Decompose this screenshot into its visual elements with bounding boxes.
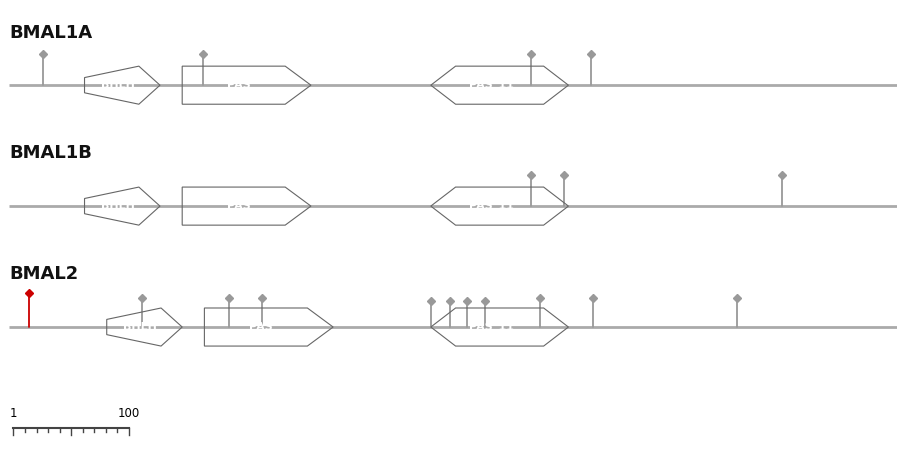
Text: 1: 1	[10, 407, 17, 420]
Text: PAS: PAS	[227, 80, 251, 90]
Text: BHLH: BHLH	[123, 322, 157, 332]
Text: PAS_11: PAS_11	[469, 322, 514, 332]
Text: 100: 100	[118, 407, 140, 420]
Text: BMAL2: BMAL2	[9, 266, 78, 283]
Text: PAS: PAS	[227, 201, 251, 211]
Text: BMAL1B: BMAL1B	[9, 144, 92, 162]
Text: PAS_11: PAS_11	[469, 80, 514, 90]
Text: BMAL1A: BMAL1A	[9, 23, 92, 42]
Text: BHLH: BHLH	[101, 80, 135, 90]
Text: PAS: PAS	[249, 322, 273, 332]
Text: PAS_11: PAS_11	[469, 201, 514, 211]
Text: BHLH: BHLH	[101, 201, 135, 211]
